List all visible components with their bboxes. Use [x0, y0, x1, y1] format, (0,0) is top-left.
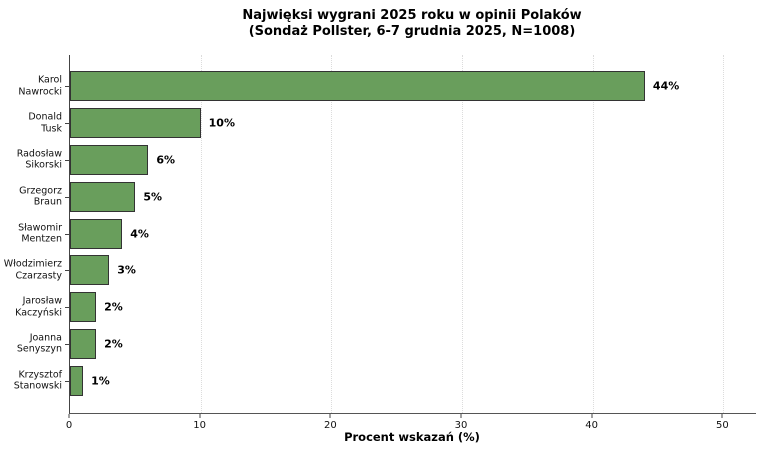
bar-value-label: 6% [156, 153, 176, 167]
x-tick-mark [68, 414, 70, 418]
bar [70, 108, 201, 139]
bar-row: Donald Tusk 10% [28, 105, 756, 142]
y-tick-label-line: Mentzen [21, 233, 62, 245]
y-tick-label-line: Nawrocki [18, 86, 62, 98]
x-axis: 0 10 20 30 40 50 [65, 414, 755, 444]
x-axis-title: Procent wskazań (%) [344, 430, 480, 444]
chart-title-line1: Najwięksi wygrani 2025 roku w opinii Pol… [242, 8, 582, 23]
bar-value-label: 1% [91, 374, 110, 388]
x-tick-label: 50 [715, 420, 729, 431]
gridline [462, 55, 463, 413]
bars-container: Karol Nawrocki 44% Donald Tusk 10% Radosław Sik… [4, 68, 756, 399]
bar-row: Radosław Sikorski 6% [17, 142, 756, 179]
y-tick-mark [65, 270, 69, 272]
y-tick-mark [65, 159, 69, 161]
x-tick-mark [591, 414, 593, 418]
bar [70, 328, 97, 359]
plot-area: Karol Nawrocki 44% Donald Tusk 10% Radosław Sik… [4, 55, 756, 414]
y-tick-label: Włodzimierz Czarzasty [0, 259, 62, 282]
gridline [200, 55, 202, 413]
y-tick-label-line: Włodzimierz [3, 258, 62, 270]
bar-row: Sławomir Mentzen 4% [18, 215, 756, 252]
x-tick-label: 40 [585, 420, 599, 431]
x-tick-mark [329, 414, 331, 418]
y-tick-label: Radosław Sikorski [0, 148, 62, 171]
bar-value-label: 2% [104, 337, 123, 351]
bar [70, 181, 136, 212]
gridline [331, 55, 333, 413]
x-tick-label: 10 [193, 420, 207, 431]
bar-value-label: 5% [143, 190, 163, 204]
y-tick-label: Krzysztof Stanowski [0, 369, 62, 392]
y-tick-label: Joanna Senyszyn [0, 332, 62, 355]
bar-row: Jarosław Kaczyński 2% [15, 289, 756, 326]
y-tick-label-line: Sławomir [18, 222, 62, 234]
bar-row: Krzysztof Stanowski 1% [14, 362, 756, 399]
y-tick-label: Donald Tusk [0, 112, 62, 135]
y-tick-label-line: Sikorski [25, 159, 62, 171]
gridline [723, 55, 725, 413]
y-tick-label-line: Krzysztof [18, 369, 62, 381]
chart-title: Najwięksi wygrani 2025 roku w opinii Pol… [69, 8, 755, 39]
y-tick-mark [65, 86, 69, 88]
x-tick-mark [721, 414, 723, 418]
bar [70, 365, 84, 396]
y-tick-mark [65, 380, 69, 382]
x-tick-label: 20 [323, 420, 337, 431]
y-tick-mark [65, 123, 69, 125]
y-tick-label: Karol Nawrocki [0, 75, 62, 98]
y-tick-mark [65, 196, 69, 198]
y-tick-label-line: Joanna [29, 332, 62, 344]
bar-value-label: 10% [208, 116, 235, 130]
bar [70, 144, 149, 175]
y-tick-label-line: Stanowski [13, 380, 62, 392]
y-tick-mark [65, 307, 69, 309]
y-tick-label-line: Jarosław [22, 295, 62, 307]
gridline [592, 55, 594, 413]
x-tick-label: 30 [454, 420, 468, 431]
y-tick-label-line: Czarzasty [15, 270, 62, 282]
y-tick-mark [65, 343, 69, 345]
y-tick-label: Jarosław Kaczyński [0, 296, 62, 319]
bar [70, 71, 645, 102]
y-tick-label-line: Tusk [41, 123, 62, 135]
y-tick-label-line: Kaczyński [15, 307, 62, 319]
y-tick-label-line: Grzegorz [19, 185, 62, 197]
bar-row: Karol Nawrocki 44% [18, 68, 756, 105]
bar-value-label: 44% [652, 79, 680, 93]
bar-row: Joanna Senyszyn 2% [17, 325, 756, 362]
chart-title-line2: (Sondaż Pollster, 6-7 grudnia 2025, N=10… [248, 23, 576, 39]
x-tick-mark [460, 414, 462, 418]
bar-row: Włodzimierz Czarzasty 3% [4, 252, 756, 289]
y-tick-label: Grzegorz Braun [0, 185, 62, 208]
bar-value-label: 3% [117, 263, 136, 277]
y-tick-label-line: Senyszyn [16, 343, 62, 355]
bar-value-label: 4% [130, 227, 149, 241]
y-tick-label-line: Braun [33, 196, 62, 208]
y-tick-label-line: Karol [37, 74, 62, 86]
x-tick-mark [199, 414, 201, 418]
bar [70, 218, 123, 249]
bar-value-label: 2% [104, 300, 123, 314]
x-tick-label: 0 [65, 420, 73, 431]
y-tick-label: Sławomir Mentzen [0, 222, 62, 245]
y-tick-label-line: Donald [28, 111, 62, 123]
y-tick-label-line: Radosław [16, 148, 62, 160]
bar-row: Grzegorz Braun 5% [19, 178, 756, 215]
bar [70, 292, 97, 323]
bar [70, 255, 110, 286]
y-tick-mark [65, 233, 69, 235]
